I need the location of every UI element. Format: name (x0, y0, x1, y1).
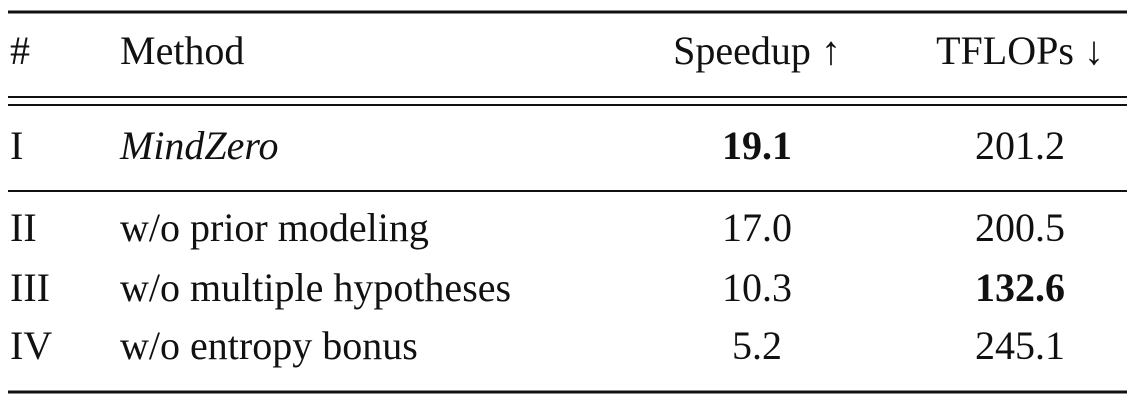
speedup: 19.1 (722, 123, 792, 168)
header-cell: Method (120, 28, 244, 73)
tflops: 201.2 (975, 123, 1065, 168)
method: w/o entropy bonus (120, 323, 418, 368)
method: w/o multiple hypotheses (120, 265, 511, 310)
row-id: I (10, 123, 23, 168)
row-id: IV (10, 323, 52, 368)
tflops: 200.5 (975, 205, 1065, 250)
method: MindZero (119, 123, 279, 168)
row-id: II (10, 205, 37, 250)
tflops: 245.1 (975, 323, 1065, 368)
speedup: 5.2 (732, 323, 782, 368)
speedup: 17.0 (722, 205, 792, 250)
tflops: 132.6 (975, 265, 1065, 310)
row-id: III (10, 265, 50, 310)
header-cell: Speedup ↑ (673, 28, 841, 73)
method: w/o prior modeling (120, 205, 429, 250)
speedup: 10.3 (722, 265, 792, 310)
header-cell: TFLOPs ↓ (936, 28, 1104, 73)
header-cell: # (10, 28, 30, 73)
